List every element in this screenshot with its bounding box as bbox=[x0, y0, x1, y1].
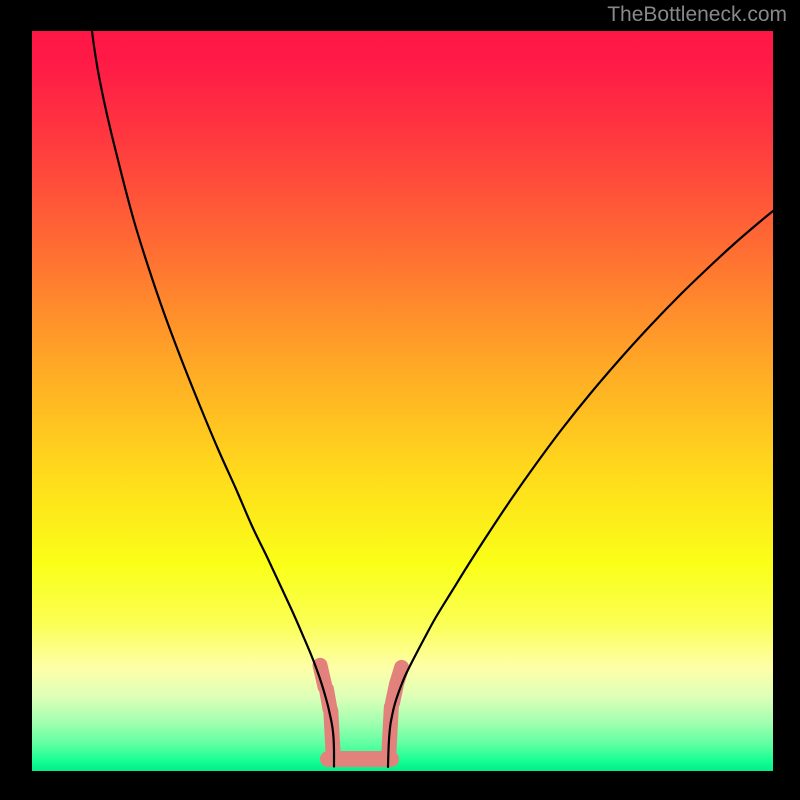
watermark-text: TheBottleneck.com bbox=[607, 3, 787, 27]
curve-overlay bbox=[32, 31, 773, 771]
right-curve bbox=[388, 211, 773, 767]
plot-area bbox=[32, 31, 773, 771]
left-curve bbox=[92, 31, 334, 767]
figure-canvas: TheBottleneck.com bbox=[0, 0, 800, 800]
